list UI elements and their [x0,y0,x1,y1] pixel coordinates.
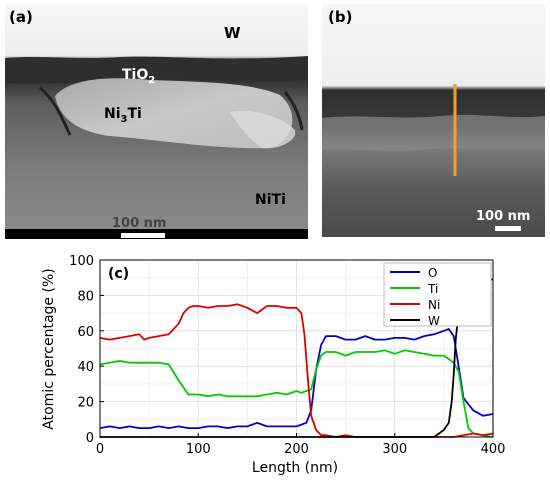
layer-label-tio2: TiO2 [122,67,155,86]
y-tick-label: 40 [77,360,94,375]
panel-b-label: (b) [328,8,352,26]
panel-b-micrograph [322,4,545,237]
legend-label-o: O [428,266,437,280]
crack-right [283,91,304,131]
y-tick-label: 0 [86,431,94,446]
axis-ticks: 0 100 200 300 400 0 20 40 60 80 100 [69,254,505,457]
y-tick-label: 20 [77,396,94,411]
line-chart: 0 100 200 300 400 0 20 40 60 80 100 (c) O Ti Ni W Len… [41,254,505,476]
crack-left [39,86,72,136]
panel-c-label: (c) [108,266,129,282]
legend: O Ti Ni W [383,262,492,328]
tio2-layer [5,56,308,84]
layer-label-niti: NiTi [255,192,286,208]
series-line-o [99,328,494,430]
plot-frame [99,259,494,438]
ni3ti-bright-grain [230,110,296,149]
y-axis-label: Atomic percentage (%) [41,268,57,429]
legend-label-w: W [428,314,440,328]
x-tick-label: 0 [96,442,104,457]
x-tick-label: 400 [481,442,506,457]
ni3ti-region [55,78,293,149]
x-tick-label: 300 [382,442,407,457]
panel-a-scale-bar [121,233,165,238]
panel-b-scale-label: 100 nm [476,209,530,224]
layer-label-ni3ti: Ni3Ti [104,106,142,125]
panel-b-grain-layer [322,114,545,151]
x-tick-label: 100 [186,442,211,457]
panel-a-label: (a) [9,8,33,26]
x-tick-label: 200 [284,442,309,457]
y-tick-label: 60 [77,325,94,340]
series-line-ti [99,349,494,438]
legend-label-ni: Ni [428,298,440,312]
y-tick-label: 80 [77,289,94,304]
panel-b-scale-bar [495,226,521,231]
x-axis-label: Length (nm) [252,460,338,476]
layer-label-w: W [224,24,241,42]
panel-a-micrograph [5,4,308,239]
y-tick-label: 100 [69,254,94,269]
legend-box [383,262,492,327]
legend-label-ti: Ti [427,282,438,296]
panel-a-scale-label: 100 nm [112,216,166,231]
